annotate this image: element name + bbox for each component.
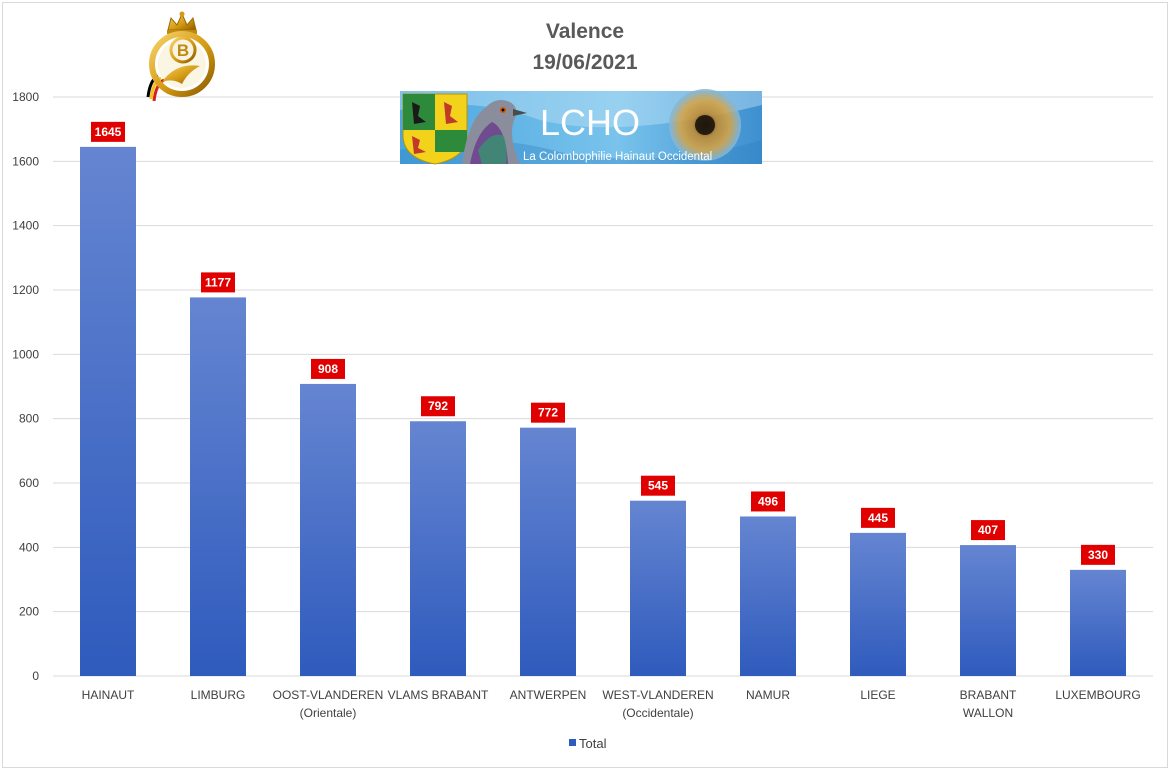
x-axis-categories: HAINAUT LIMBURG OOST-VLANDEREN (Orientale) V… [82, 688, 1141, 720]
data-label-box [1081, 544, 1115, 565]
x-tick-label: ANTWERPEN [510, 688, 587, 702]
banner-title: LCHO [540, 102, 640, 143]
data-label-box [861, 507, 895, 528]
y-tick-label: 200 [19, 605, 39, 619]
legend-swatch [569, 739, 576, 746]
data-labels: 1645 1177 908 792 772 545 496 445 407 330 [91, 121, 1115, 565]
bar [80, 146, 136, 676]
data-label-box [751, 491, 785, 512]
data-label-box [531, 402, 565, 423]
pigeon-eye-icon [669, 89, 741, 161]
x-tick-label: (Orientale) [300, 706, 357, 720]
federation-logo: B [146, 11, 215, 102]
bar [850, 532, 906, 676]
data-label: 407 [978, 523, 998, 537]
x-tick-label: OOST-VLANDEREN [273, 688, 384, 702]
data-label: 1177 [205, 275, 231, 289]
data-label: 545 [648, 479, 668, 493]
bar [520, 427, 576, 676]
bar-series [80, 146, 1126, 676]
data-label: 772 [538, 406, 558, 420]
bar [410, 421, 466, 676]
y-tick-label: 600 [19, 476, 39, 490]
coat-of-arms-icon [402, 93, 468, 165]
x-tick-label: LUXEMBOURG [1055, 688, 1140, 702]
data-label: 330 [1088, 548, 1108, 562]
data-label-box [971, 520, 1005, 541]
x-tick-label: VLAMS BRABANT [388, 688, 489, 702]
federation-logo-letter: B [177, 41, 189, 60]
data-label: 792 [428, 399, 448, 413]
x-tick-label: LIMBURG [191, 688, 246, 702]
data-label: 1645 [95, 125, 122, 139]
data-label-box [641, 475, 675, 496]
data-label: 445 [868, 511, 888, 525]
x-tick-label: HAINAUT [82, 688, 135, 702]
x-tick-label: WEST-VLANDEREN [602, 688, 713, 702]
y-tick-label: 1200 [12, 283, 39, 297]
data-label-box [421, 396, 455, 417]
banner-subtitle: La Colombophilie Hainaut Occidental [523, 151, 712, 163]
y-tick-label: 1400 [12, 219, 39, 233]
data-label: 908 [318, 362, 338, 376]
bar [1070, 569, 1126, 676]
x-tick-label: LIEGE [860, 688, 895, 702]
y-tick-label: 1000 [12, 347, 39, 361]
y-axis-ticks: 0 200 400 600 800 1000 1200 1400 1600 1800 [12, 90, 39, 683]
y-tick-label: 400 [19, 540, 39, 554]
bar [300, 383, 356, 676]
bar [960, 545, 1016, 676]
bar [740, 516, 796, 676]
y-tick-label: 1600 [12, 154, 39, 168]
x-tick-label: (Occidentale) [622, 706, 693, 720]
y-tick-label: 0 [32, 669, 39, 683]
pigeon-icon [462, 100, 527, 164]
legend: Total [569, 736, 607, 751]
data-label: 496 [758, 494, 778, 508]
x-tick-label: NAMUR [746, 688, 790, 702]
chart-subtitle: 19/06/2021 [532, 51, 637, 74]
x-tick-label: BRABANT [960, 688, 1017, 702]
bar [630, 500, 686, 676]
data-label-box [91, 121, 125, 142]
data-label-box [201, 272, 235, 293]
data-label-box [311, 358, 345, 379]
lcho-banner: LCHO La Colombophilie Hainaut Occidental [400, 89, 762, 165]
x-tick-label: WALLON [963, 706, 1013, 720]
chart-title: Valence [546, 20, 624, 43]
y-tick-label: 800 [19, 412, 39, 426]
legend-label: Total [579, 736, 607, 751]
y-tick-label: 1800 [12, 90, 39, 104]
bar [190, 297, 246, 676]
